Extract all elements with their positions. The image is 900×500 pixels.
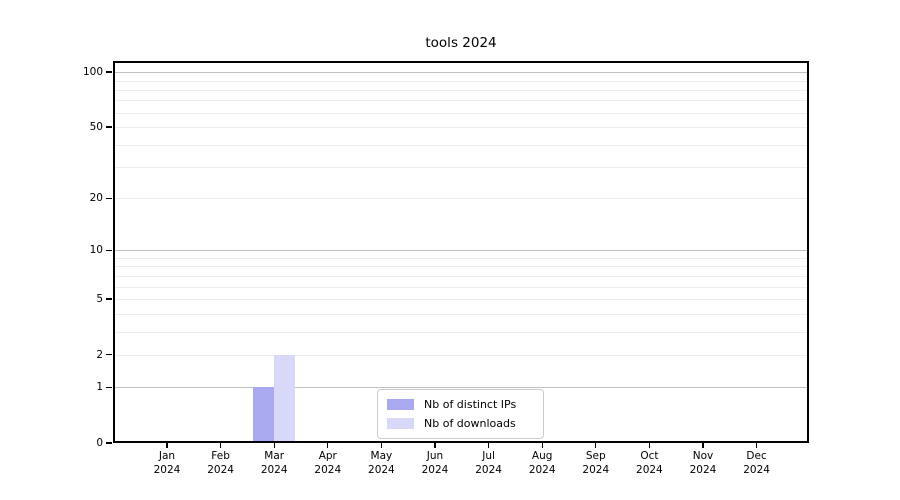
y-axis-tick	[106, 126, 112, 128]
y-axis-tick	[106, 197, 112, 200]
x-axis-tick	[755, 443, 758, 448]
x-tick-label-month: Nov	[692, 450, 714, 462]
x-tick-label-year: 2024	[368, 463, 395, 476]
y-tick-label: 50	[89, 121, 103, 134]
x-axis-tick	[219, 443, 222, 448]
y-gridline-major	[113, 71, 809, 74]
y-gridline-minor	[113, 167, 809, 169]
chart-title: tools 2024	[425, 35, 497, 51]
x-axis-tick	[273, 443, 275, 448]
x-tick-label-year: 2024	[475, 463, 502, 476]
x-tick-label-year: 2024	[153, 463, 181, 476]
y-gridline-minor	[113, 266, 809, 268]
x-tick-label-month: Aug	[531, 450, 553, 462]
y-tick-label: 1	[96, 381, 103, 394]
y-axis-tick	[106, 298, 112, 300]
x-tick-label: Feb 2024	[189, 450, 253, 477]
x-tick-label-year: 2024	[421, 463, 449, 476]
x-tick-label-year: 2024	[207, 463, 234, 476]
bar-distinct-ips	[253, 387, 275, 443]
y-gridline-minor	[113, 331, 809, 333]
x-tick-label: Dec 2024	[725, 450, 789, 477]
y-gridline-minor	[113, 127, 809, 129]
legend: Nb of distinct IPs Nb of downloads	[377, 389, 544, 439]
x-tick-label-year: 2024	[314, 463, 342, 476]
x-axis-tick	[541, 443, 543, 448]
y-tick-label: 10	[89, 244, 103, 257]
y-gridline-minor	[113, 89, 809, 91]
y-axis-tick	[106, 354, 112, 356]
y-gridline-major	[113, 386, 809, 389]
x-tick-label-year: 2024	[528, 463, 556, 476]
x-tick-label: Jun 2024	[403, 450, 467, 477]
x-tick-label: Oct 2024	[617, 450, 681, 477]
y-tick-label: 0	[96, 437, 103, 449]
y-tick-label: 20	[89, 192, 103, 205]
x-tick-label: May 2024	[349, 450, 413, 477]
x-tick-label: Apr 2024	[296, 450, 360, 477]
y-gridline-minor	[113, 100, 809, 102]
x-tick-label-month: Jun	[426, 450, 444, 462]
x-tick-label-year: 2024	[743, 463, 770, 476]
x-tick-label: Nov 2024	[671, 450, 735, 477]
x-tick-label-month: May	[370, 450, 393, 462]
y-gridline-minor	[113, 198, 809, 200]
x-axis-tick	[487, 443, 490, 448]
x-axis-tick	[595, 443, 597, 448]
x-tick-label-year: 2024	[689, 463, 717, 476]
legend-entry: Nb of downloads	[387, 414, 534, 433]
y-gridline-minor	[113, 313, 809, 315]
x-tick-label-year: 2024	[582, 463, 610, 476]
y-tick-label: 100	[82, 66, 103, 79]
x-tick-label-month: Oct	[640, 450, 659, 462]
legend-entry: Nb of distinct IPs	[387, 395, 534, 414]
plot-spine-bottom	[113, 441, 809, 443]
plot-area: 100 50 20 10 5 2 1 0 Jan 2024 Feb 2024 Mar 2024 Apr 202…	[83, 61, 809, 476]
y-gridline-minor	[113, 286, 809, 288]
legend-swatch-icon	[387, 418, 414, 429]
y-axis-tick	[106, 249, 112, 251]
x-tick-label-month: Jul	[482, 450, 495, 462]
x-axis-tick	[327, 443, 329, 448]
bar-downloads	[274, 354, 296, 443]
y-gridline-minor	[113, 144, 809, 146]
x-tick-label-month: Apr	[318, 450, 337, 462]
x-tick-label-month: Sep	[585, 450, 606, 462]
plot-spine-top	[113, 61, 809, 63]
y-tick-label: 5	[96, 293, 103, 305]
y-gridline-minor	[113, 275, 809, 277]
y-gridline-major	[113, 249, 809, 252]
x-tick-label: Jul 2024	[457, 450, 521, 477]
plot-spine-right	[807, 61, 809, 443]
y-axis-tick	[106, 386, 112, 388]
y-axis-tick	[106, 71, 112, 73]
y-gridline-minor	[113, 257, 809, 259]
plot-spine-left	[113, 61, 115, 443]
x-axis-tick	[166, 443, 168, 448]
legend-label: Nb of distinct IPs	[424, 398, 517, 411]
y-gridline-minor	[113, 80, 809, 82]
x-tick-label: Jan 2024	[135, 450, 199, 477]
x-axis-tick	[434, 443, 436, 448]
x-tick-label: Aug 2024	[510, 450, 574, 477]
x-tick-label-month: Jan	[158, 450, 176, 462]
x-tick-label-month: Dec	[746, 450, 767, 462]
x-tick-label-year: 2024	[260, 463, 288, 476]
legend-label: Nb of downloads	[424, 417, 516, 430]
x-tick-label: Mar 2024	[242, 450, 306, 477]
y-gridline-minor	[113, 299, 809, 300]
x-axis-tick	[380, 443, 383, 448]
legend-swatch-icon	[387, 399, 414, 410]
x-axis-tick	[702, 443, 704, 448]
x-tick-label: Sep 2024	[564, 450, 628, 477]
y-gridline-minor	[113, 354, 809, 356]
x-tick-label-year: 2024	[636, 463, 663, 476]
y-tick-label: 2	[96, 348, 103, 361]
x-tick-label-month: Feb	[211, 450, 230, 462]
y-gridline-minor	[113, 112, 809, 114]
x-tick-label-month: Mar	[264, 450, 285, 462]
x-axis-tick	[648, 443, 651, 448]
y-axis-tick	[106, 442, 112, 444]
